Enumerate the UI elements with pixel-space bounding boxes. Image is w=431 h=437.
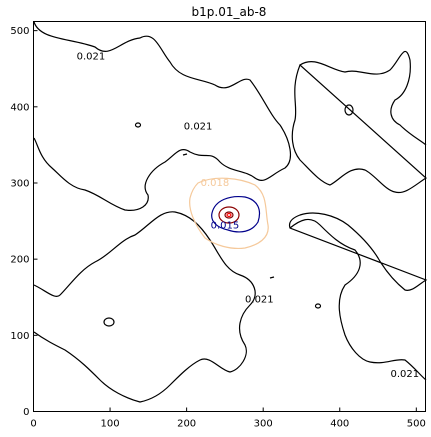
y-tick-label: 100 (10, 331, 29, 342)
y-tick-label: 300 (10, 178, 29, 189)
contour-core-ring-1 (218, 206, 240, 224)
contour-line-0021-a (33, 21, 292, 211)
contour-label: 0.018 (201, 178, 230, 189)
contour-core-ring-2 (224, 211, 234, 219)
y-tick-label: 400 (10, 102, 29, 113)
contour-line-0018 (189, 177, 269, 250)
x-tick-label: 100 (101, 419, 120, 430)
y-tick-label: 200 (10, 255, 29, 266)
contour-island-2 (344, 104, 354, 116)
contour-label: 0.021 (391, 369, 420, 380)
contour-line-0021-b (291, 51, 427, 194)
contour-line-0015 (211, 195, 261, 233)
contour-labels: 0.021 0.021 0.021 0.021 0.018 0.015 (77, 52, 420, 381)
x-tick-label: 200 (177, 419, 196, 430)
contour-island-4 (314, 303, 322, 309)
contour-label: 0.021 (77, 52, 106, 63)
x-tick-label: 400 (330, 419, 349, 430)
axis-ticks: 0 100 200 300 400 500 0 100 200 300 400 500 (10, 26, 425, 429)
contour-island-5 (182, 153, 188, 156)
y-tick-label: 500 (10, 26, 29, 37)
contour-line-0021-c (33, 211, 256, 403)
plot-frame (33, 21, 426, 412)
contour-island-3 (103, 317, 115, 327)
y-tick-label: 0 (23, 407, 29, 418)
x-tick-label: 500 (407, 419, 426, 430)
x-tick-label: 300 (254, 419, 273, 430)
contour-core-ring-3 (226, 212, 232, 218)
contour-island-6 (269, 276, 275, 279)
contour-label: 0.021 (184, 122, 213, 133)
contour-line-0021-d (288, 212, 428, 381)
contour-label: 0.015 (211, 221, 240, 232)
contour-label: 0.021 (245, 295, 274, 306)
contour-lines (33, 21, 428, 403)
x-tick-label: 0 (30, 419, 36, 430)
contour-island-1 (134, 122, 142, 128)
chart-title: b1p.01_ab-8 (192, 5, 267, 19)
